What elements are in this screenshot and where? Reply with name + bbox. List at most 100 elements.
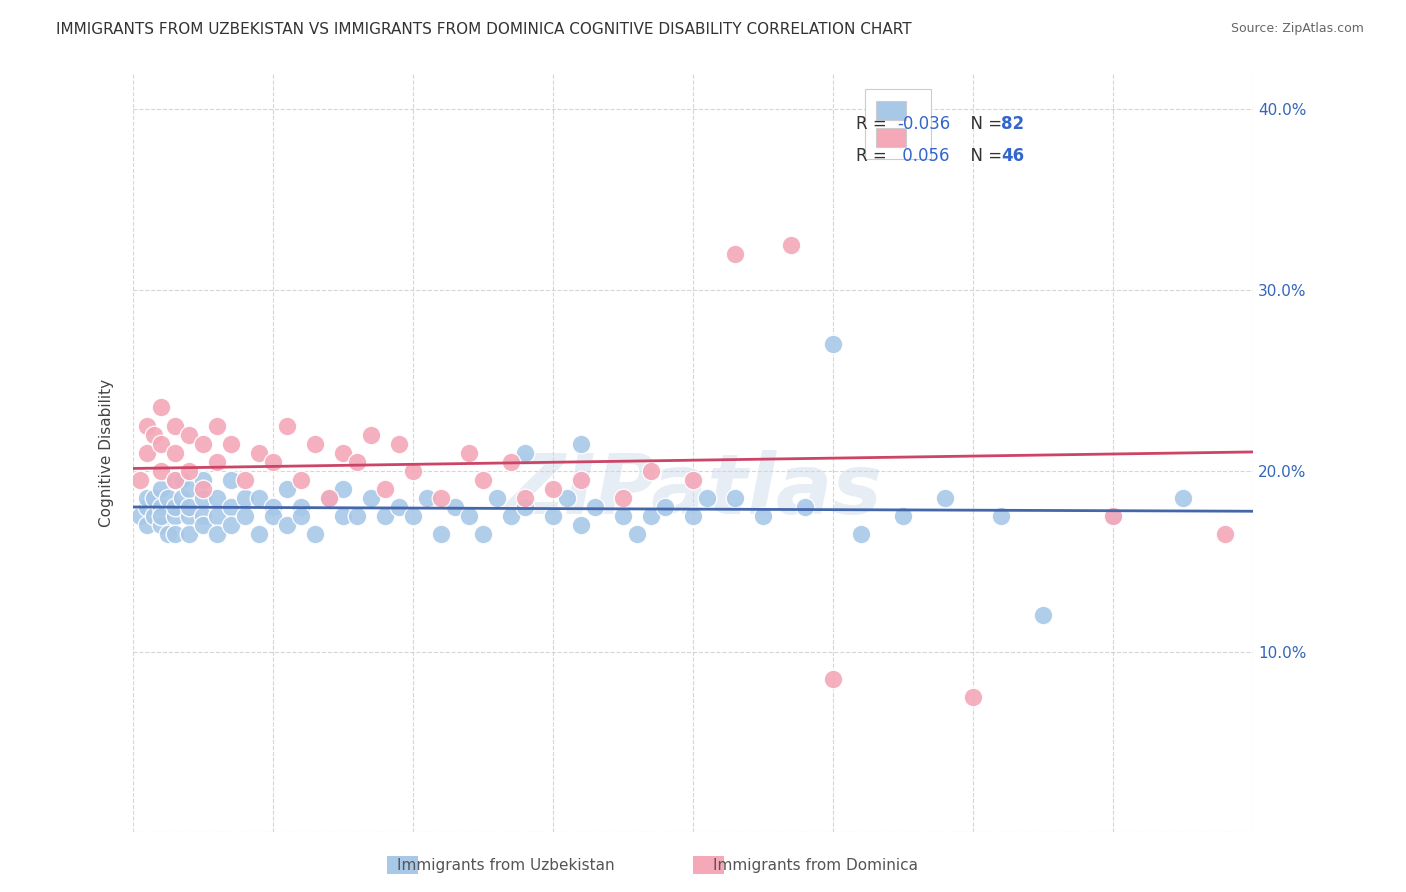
- Point: [179, 527, 201, 541]
- Point: [150, 500, 173, 514]
- Point: [612, 491, 634, 505]
- Point: [851, 527, 873, 541]
- Text: R =: R =: [856, 147, 891, 165]
- Point: [191, 473, 214, 487]
- Point: [612, 508, 634, 523]
- Point: [129, 508, 152, 523]
- Point: [416, 491, 439, 505]
- Point: [233, 491, 256, 505]
- Point: [262, 508, 284, 523]
- Point: [1032, 608, 1054, 623]
- Point: [332, 508, 354, 523]
- Text: N =: N =: [960, 115, 1007, 133]
- Text: Immigrants from Uzbekistan: Immigrants from Uzbekistan: [398, 858, 614, 872]
- Point: [136, 500, 159, 514]
- Point: [290, 473, 312, 487]
- Point: [290, 508, 312, 523]
- Point: [430, 527, 453, 541]
- Point: [150, 436, 173, 450]
- Text: R =: R =: [856, 115, 891, 133]
- Y-axis label: Cognitive Disability: Cognitive Disability: [100, 378, 114, 527]
- Point: [143, 491, 166, 505]
- Point: [374, 508, 396, 523]
- Point: [233, 508, 256, 523]
- Point: [823, 337, 845, 351]
- Point: [555, 491, 578, 505]
- Text: ZIPatlas: ZIPatlas: [505, 450, 882, 531]
- Point: [569, 518, 592, 533]
- Point: [205, 418, 228, 433]
- Point: [179, 508, 201, 523]
- Point: [191, 491, 214, 505]
- Point: [640, 464, 662, 478]
- Point: [191, 436, 214, 450]
- Text: 0.056: 0.056: [897, 147, 949, 165]
- Point: [233, 473, 256, 487]
- Point: [172, 491, 194, 505]
- Point: [515, 491, 537, 505]
- Point: [1102, 508, 1125, 523]
- Point: [157, 527, 180, 541]
- Point: [136, 518, 159, 533]
- Point: [682, 508, 704, 523]
- Point: [165, 473, 187, 487]
- Point: [541, 508, 564, 523]
- Point: [515, 500, 537, 514]
- Point: [332, 445, 354, 460]
- Point: [780, 237, 803, 252]
- Point: [1173, 491, 1195, 505]
- Point: [388, 436, 411, 450]
- Point: [205, 455, 228, 469]
- Text: IMMIGRANTS FROM UZBEKISTAN VS IMMIGRANTS FROM DOMINICA COGNITIVE DISABILITY CORR: IMMIGRANTS FROM UZBEKISTAN VS IMMIGRANTS…: [56, 22, 912, 37]
- Point: [1102, 508, 1125, 523]
- Point: [150, 518, 173, 533]
- Point: [318, 491, 340, 505]
- Point: [444, 500, 467, 514]
- Point: [696, 491, 718, 505]
- Point: [150, 464, 173, 478]
- Text: 82: 82: [1001, 115, 1025, 133]
- Point: [654, 500, 676, 514]
- Point: [569, 436, 592, 450]
- Point: [205, 508, 228, 523]
- Point: [165, 418, 187, 433]
- Point: [472, 473, 495, 487]
- Point: [990, 508, 1012, 523]
- Point: [346, 508, 368, 523]
- Point: [430, 491, 453, 505]
- Point: [569, 473, 592, 487]
- Point: [136, 418, 159, 433]
- Point: [501, 455, 523, 469]
- Point: [143, 508, 166, 523]
- Point: [501, 508, 523, 523]
- Point: [219, 518, 242, 533]
- Point: [179, 464, 201, 478]
- Point: [934, 491, 956, 505]
- Point: [150, 482, 173, 496]
- Point: [165, 473, 187, 487]
- Point: [402, 508, 425, 523]
- Point: [276, 518, 298, 533]
- Point: [262, 455, 284, 469]
- Point: [179, 427, 201, 442]
- Legend: , : ,: [865, 89, 931, 159]
- Point: [346, 455, 368, 469]
- Point: [360, 491, 382, 505]
- Point: [157, 491, 180, 505]
- Point: [515, 445, 537, 460]
- Point: [276, 482, 298, 496]
- Point: [276, 418, 298, 433]
- Point: [219, 436, 242, 450]
- Point: [165, 500, 187, 514]
- Point: [1213, 527, 1236, 541]
- Point: [360, 427, 382, 442]
- Point: [823, 672, 845, 686]
- Text: Immigrants from Dominica: Immigrants from Dominica: [713, 858, 918, 872]
- Point: [472, 527, 495, 541]
- Point: [179, 500, 201, 514]
- Point: [541, 482, 564, 496]
- Point: [640, 508, 662, 523]
- Point: [724, 491, 747, 505]
- Point: [247, 445, 270, 460]
- Point: [191, 482, 214, 496]
